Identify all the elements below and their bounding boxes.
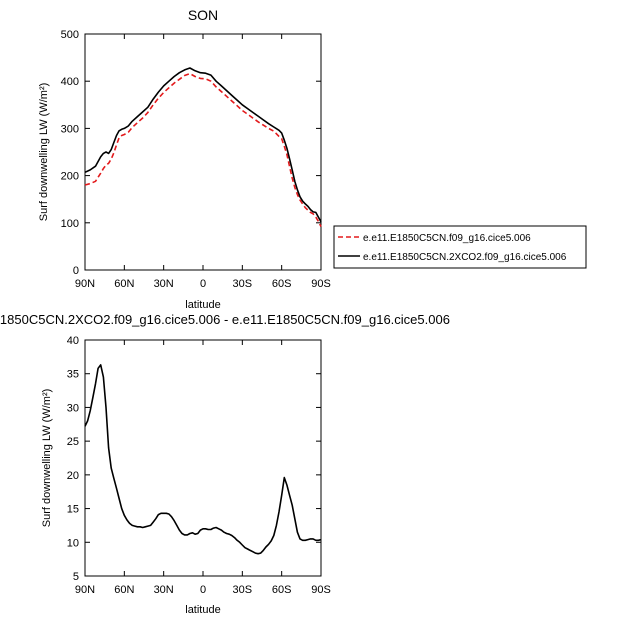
top-y-axis-label: Surf downwelling LW (W/m²) bbox=[38, 83, 50, 222]
legend: e.e11.E1850C5CN.f09_g16.cice5.006 e.e11.… bbox=[333, 225, 587, 269]
bottom-panel: e.e11.E1850C5CN.2XCO2.f09_g16.cice5.006 … bbox=[0, 312, 450, 616]
bottom-x-ticks: 90N 60N 30N 0 30S 60S 90S bbox=[75, 340, 331, 596]
bottom-y-ticks: 5 10 15 20 25 30 35 40 bbox=[67, 335, 321, 583]
bottom-x-tick-label: 90N bbox=[75, 584, 95, 596]
top-y-tick-label: 500 bbox=[61, 29, 79, 41]
top-y-tick-label: 200 bbox=[61, 171, 79, 183]
top-x-axis-label: latitude bbox=[185, 299, 220, 311]
top-y-tick-label: 0 bbox=[73, 265, 79, 277]
bottom-y-tick-label: 35 bbox=[67, 369, 79, 381]
legend-label-control: e.e11.E1850C5CN.f09_g16.cice5.006 bbox=[363, 233, 531, 244]
bottom-y-axis-label: Surf downwelling LW (W/m²) bbox=[41, 389, 53, 528]
legend-label-2xco2: e.e11.E1850C5CN.2XCO2.f09_g16.cice5.006 bbox=[363, 252, 567, 263]
top-chart-title: SON bbox=[188, 7, 218, 23]
legend-box bbox=[333, 225, 587, 269]
bottom-x-axis-label: latitude bbox=[185, 604, 220, 616]
bottom-x-tick-label: 30S bbox=[233, 584, 253, 596]
bottom-x-tick-label: 60N bbox=[114, 584, 134, 596]
top-panel: SON 90N 60N 30N 0 30S 60S 90S 0 100 200 300 400 500… bbox=[38, 7, 587, 311]
top-y-ticks: 0 100 200 300 400 500 bbox=[61, 29, 321, 277]
top-series-line-1 bbox=[84, 67, 322, 223]
top-x-ticks: 90N 60N 30N 0 30S 60S 90S bbox=[75, 34, 331, 290]
top-x-tick-label: 30S bbox=[233, 278, 253, 290]
top-series-line-0 bbox=[84, 72, 322, 227]
bottom-y-tick-label: 10 bbox=[67, 537, 79, 549]
bottom-y-tick-label: 15 bbox=[67, 504, 79, 516]
bottom-y-tick-label: 30 bbox=[67, 402, 79, 414]
bottom-y-tick-label: 5 bbox=[73, 571, 79, 583]
bottom-plot-frame bbox=[84, 339, 322, 577]
top-x-tick-label: 90N bbox=[75, 278, 95, 290]
bottom-series-line-0 bbox=[84, 364, 322, 555]
top-x-tick-label: 30N bbox=[154, 278, 174, 290]
bottom-y-tick-label: 40 bbox=[67, 335, 79, 347]
bottom-chart-title: e.e11.E1850C5CN.2XCO2.f09_g16.cice5.006 … bbox=[0, 312, 450, 327]
top-plot-frame bbox=[84, 33, 322, 271]
bottom-x-tick-label: 90S bbox=[311, 584, 331, 596]
bottom-x-tick-label: 0 bbox=[200, 584, 206, 596]
top-x-tick-label: 60S bbox=[272, 278, 292, 290]
bottom-x-tick-label: 30N bbox=[154, 584, 174, 596]
top-y-tick-label: 300 bbox=[61, 123, 79, 135]
top-y-tick-label: 400 bbox=[61, 76, 79, 88]
top-series-lines bbox=[84, 67, 322, 227]
top-x-tick-label: 60N bbox=[114, 278, 134, 290]
bottom-y-tick-label: 20 bbox=[67, 470, 79, 482]
top-y-tick-label: 100 bbox=[61, 218, 79, 230]
top-x-tick-label: 0 bbox=[200, 278, 206, 290]
bottom-series-lines bbox=[84, 364, 322, 555]
bottom-x-tick-label: 60S bbox=[272, 584, 292, 596]
top-x-tick-label: 90S bbox=[311, 278, 331, 290]
bottom-y-tick-label: 25 bbox=[67, 436, 79, 448]
